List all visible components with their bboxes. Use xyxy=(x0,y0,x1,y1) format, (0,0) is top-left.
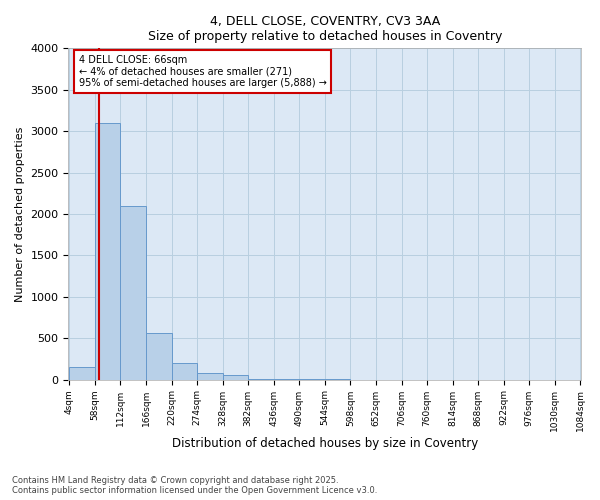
X-axis label: Distribution of detached houses by size in Coventry: Distribution of detached houses by size … xyxy=(172,437,478,450)
Text: 4 DELL CLOSE: 66sqm
← 4% of detached houses are smaller (271)
95% of semi-detach: 4 DELL CLOSE: 66sqm ← 4% of detached hou… xyxy=(79,55,326,88)
Bar xyxy=(197,373,223,380)
Bar xyxy=(121,206,146,380)
Text: Contains HM Land Registry data © Crown copyright and database right 2025.
Contai: Contains HM Land Registry data © Crown c… xyxy=(12,476,377,495)
Bar xyxy=(248,379,274,380)
Bar xyxy=(95,123,121,380)
Title: 4, DELL CLOSE, COVENTRY, CV3 3AA
Size of property relative to detached houses in: 4, DELL CLOSE, COVENTRY, CV3 3AA Size of… xyxy=(148,15,502,43)
Bar xyxy=(146,333,172,380)
Y-axis label: Number of detached properties: Number of detached properties xyxy=(15,126,25,302)
Bar xyxy=(70,367,95,380)
Bar xyxy=(223,375,248,380)
Bar xyxy=(172,363,197,380)
